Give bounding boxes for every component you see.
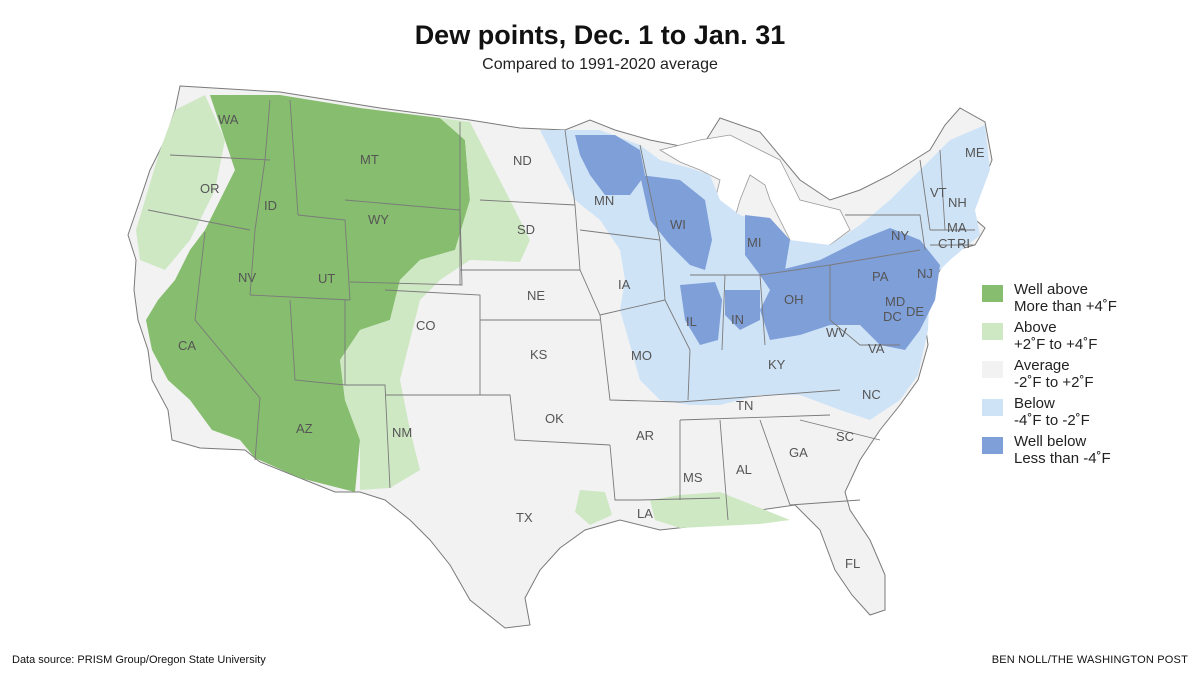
state-label: NE: [527, 288, 545, 303]
state-label: DE: [906, 304, 924, 319]
legend-range: More than +4˚F: [1014, 298, 1117, 315]
data-source: Data source: PRISM Group/Oregon State Un…: [12, 654, 266, 666]
state-label: MD: [885, 294, 905, 309]
state-label: SC: [836, 429, 854, 444]
state-label: MA: [947, 220, 967, 235]
legend-swatch: [982, 399, 1003, 416]
state-label: IA: [618, 277, 631, 292]
state-label: PA: [872, 269, 889, 284]
region-well-below-illinois: [680, 282, 722, 345]
state-label: FL: [845, 556, 860, 571]
legend-label: Well above: [1014, 281, 1088, 298]
state-label: NV: [238, 270, 256, 285]
state-label: MO: [631, 348, 652, 363]
region-above-texas: [575, 490, 612, 525]
state-label: SD: [517, 222, 535, 237]
state-label: WV: [826, 325, 847, 340]
state-label: ID: [264, 198, 277, 213]
state-label: IN: [731, 312, 744, 327]
state-label: WA: [218, 112, 239, 127]
state-label: NH: [948, 195, 967, 210]
state-label: RI: [957, 236, 970, 251]
state-label: DC: [883, 309, 902, 324]
state-labels: WA OR CA ID NV MT WY UT AZ CO NM ND SD N…: [178, 112, 985, 571]
state-label: TN: [736, 398, 753, 413]
credit-line: BEN NOLL/THE WASHINGTON POST: [991, 654, 1188, 666]
legend: Well above More than +4˚F Above +2˚F to …: [982, 281, 1182, 472]
region-well-below-minnesota: [575, 135, 645, 195]
state-label: AR: [636, 428, 654, 443]
state-label: CT: [938, 236, 955, 251]
region-well-below-michigan: [745, 215, 790, 275]
state-label: NJ: [917, 266, 933, 281]
state-label: WI: [670, 217, 686, 232]
legend-swatch: [982, 361, 1003, 378]
legend-item-well-below: Well below Less than -4˚F: [982, 433, 1182, 472]
region-well-below-wisconsin: [640, 175, 712, 270]
page-subtitle: Compared to 1991-2020 average: [482, 56, 718, 73]
state-label: MT: [360, 152, 379, 167]
legend-swatch: [982, 437, 1003, 454]
region-above-gulf: [650, 492, 790, 528]
state-label: IL: [686, 314, 697, 329]
region-well-below-ohio-valley: [760, 228, 940, 350]
state-label: NC: [862, 387, 881, 402]
state-label: LA: [637, 506, 653, 521]
state-label: AZ: [296, 421, 313, 436]
legend-label: Above: [1014, 319, 1057, 336]
legend-label: Below: [1014, 395, 1055, 412]
state-label: TX: [516, 510, 533, 525]
state-label: KY: [768, 357, 786, 372]
legend-item-well-above: Well above More than +4˚F: [982, 281, 1182, 320]
legend-swatch: [982, 285, 1003, 302]
page-title: Dew points, Dec. 1 to Jan. 31: [414, 20, 786, 50]
legend-item-above: Above +2˚F to +4˚F: [982, 319, 1182, 358]
region-well-above-west: [146, 95, 470, 492]
state-label: VA: [868, 341, 885, 356]
state-label: WY: [368, 212, 389, 227]
state-label: ND: [513, 153, 532, 168]
legend-item-below: Below -4˚F to -2˚F: [982, 395, 1182, 434]
state-label: MI: [747, 235, 761, 250]
region-above-west: [136, 95, 225, 270]
legend-label: Average: [1014, 357, 1070, 374]
legend-item-average: Average -2˚F to +2˚F: [982, 357, 1182, 396]
state-label: ME: [965, 145, 985, 160]
state-borders: [147, 99, 975, 521]
region-above-plains: [340, 118, 530, 490]
state-label: OK: [545, 411, 564, 426]
state-label: MS: [683, 470, 703, 485]
state-label: UT: [318, 271, 335, 286]
state-label: NY: [891, 228, 909, 243]
state-label: OH: [784, 292, 804, 307]
state-label: CA: [178, 338, 196, 353]
state-label: AL: [736, 462, 752, 477]
region-well-below-indiana: [725, 290, 760, 330]
state-label: NM: [392, 425, 412, 440]
state-label: KS: [530, 347, 548, 362]
legend-range: Less than -4˚F: [1014, 450, 1111, 467]
legend-range: -4˚F to -2˚F: [1014, 412, 1090, 429]
legend-swatch: [982, 323, 1003, 340]
legend-range: +2˚F to +4˚F: [1014, 336, 1098, 353]
legend-label: Well below: [1014, 433, 1087, 450]
state-label: VT: [930, 185, 947, 200]
state-label: MN: [594, 193, 614, 208]
legend-range: -2˚F to +2˚F: [1014, 374, 1094, 391]
state-label: GA: [789, 445, 808, 460]
state-label: CO: [416, 318, 436, 333]
state-label: OR: [200, 181, 220, 196]
